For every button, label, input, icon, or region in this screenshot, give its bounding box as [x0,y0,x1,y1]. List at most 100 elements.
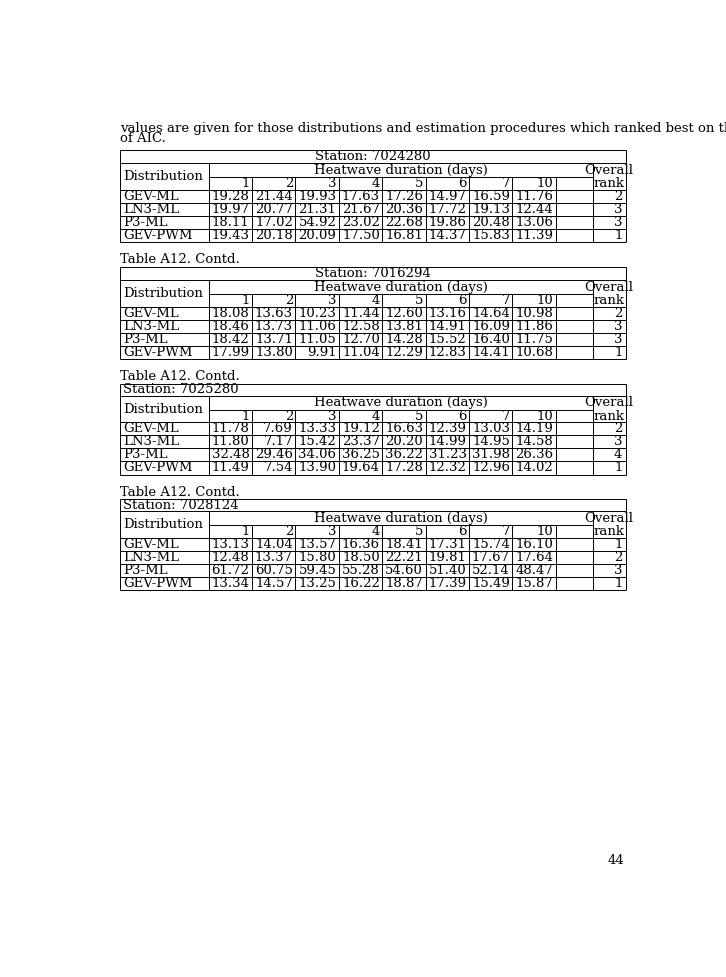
Text: 17.72: 17.72 [428,203,467,216]
Text: GEV-PWM: GEV-PWM [123,346,193,359]
Text: 16.81: 16.81 [386,229,423,242]
Text: 14.28: 14.28 [386,333,423,346]
Text: 3: 3 [614,333,622,346]
Text: 11.86: 11.86 [515,319,553,333]
Text: 19.12: 19.12 [342,422,380,435]
Text: 19.13: 19.13 [472,203,510,216]
Text: 13.16: 13.16 [428,307,467,319]
Text: 13.73: 13.73 [255,319,293,333]
Text: 17.63: 17.63 [342,190,380,202]
Text: 10: 10 [537,177,553,190]
Text: Heatwave duration (days): Heatwave duration (days) [314,281,488,294]
Text: 15.42: 15.42 [298,436,336,448]
Text: 1: 1 [614,537,622,551]
Text: 3: 3 [614,319,622,333]
Text: 17.67: 17.67 [472,551,510,564]
Text: 22.68: 22.68 [386,216,423,229]
Text: 20.77: 20.77 [255,203,293,216]
Text: of AIC.: of AIC. [121,132,166,146]
Text: 11.39: 11.39 [515,229,553,242]
Text: 10: 10 [537,525,553,538]
Text: 17.64: 17.64 [515,551,553,564]
Text: 1: 1 [241,409,250,422]
Text: 12.83: 12.83 [429,346,467,359]
Text: 14.19: 14.19 [515,422,553,435]
Text: P3-ML: P3-ML [123,564,168,576]
Text: 13.33: 13.33 [298,422,336,435]
Text: 14.64: 14.64 [472,307,510,319]
Text: rank: rank [594,177,625,190]
Text: 19.43: 19.43 [211,229,250,242]
Text: 48.47: 48.47 [515,564,553,576]
Text: 1: 1 [614,577,622,590]
Text: Table A12. Contd.: Table A12. Contd. [121,253,240,266]
Text: 14.57: 14.57 [255,577,293,590]
Text: 10: 10 [537,294,553,307]
Text: 7: 7 [502,177,510,190]
Text: 31.98: 31.98 [472,448,510,461]
Text: 13.37: 13.37 [255,551,293,564]
Text: 1: 1 [614,229,622,242]
Text: 61.72: 61.72 [211,564,250,576]
Text: P3-ML: P3-ML [123,216,168,229]
Text: 12.39: 12.39 [428,422,467,435]
Text: Overall: Overall [584,281,634,294]
Text: 13.13: 13.13 [211,537,250,551]
Text: 13.71: 13.71 [255,333,293,346]
Text: 2: 2 [285,409,293,422]
Text: 11.49: 11.49 [212,461,250,475]
Text: 21.67: 21.67 [342,203,380,216]
Text: 14.97: 14.97 [428,190,467,202]
Text: 18.46: 18.46 [212,319,250,333]
Text: 11.78: 11.78 [212,422,250,435]
Text: 14.91: 14.91 [429,319,467,333]
Text: 2: 2 [614,190,622,202]
Text: 16.40: 16.40 [472,333,510,346]
Text: 5: 5 [415,409,423,422]
Text: 14.58: 14.58 [515,436,553,448]
Text: 11.44: 11.44 [342,307,380,319]
Text: 31.23: 31.23 [428,448,467,461]
Text: 16.36: 16.36 [342,537,380,551]
Text: 13.06: 13.06 [515,216,553,229]
Text: 10: 10 [537,409,553,422]
Text: GEV-PWM: GEV-PWM [123,461,193,475]
Text: Station: 7025280: Station: 7025280 [123,383,239,397]
Text: 18.41: 18.41 [386,537,423,551]
Text: 36.25: 36.25 [342,448,380,461]
Text: 2: 2 [285,177,293,190]
Text: GEV-PWM: GEV-PWM [123,229,193,242]
Text: 12.48: 12.48 [212,551,250,564]
Text: 17.50: 17.50 [342,229,380,242]
Text: 5: 5 [415,294,423,307]
Text: 13.81: 13.81 [386,319,423,333]
Text: 19.81: 19.81 [429,551,467,564]
Text: LN3-ML: LN3-ML [123,436,179,448]
Text: GEV-ML: GEV-ML [123,537,179,551]
Text: Table A12. Contd.: Table A12. Contd. [121,370,240,383]
Text: 3: 3 [614,564,622,576]
Text: 13.90: 13.90 [298,461,336,475]
Text: Overall: Overall [584,512,634,525]
Text: 10.98: 10.98 [515,307,553,319]
Text: 12.96: 12.96 [472,461,510,475]
Text: 11.05: 11.05 [298,333,336,346]
Text: 15.80: 15.80 [298,551,336,564]
Text: 1: 1 [241,177,250,190]
Text: 12.70: 12.70 [342,333,380,346]
Text: 19.86: 19.86 [428,216,467,229]
Text: 32.48: 32.48 [212,448,250,461]
Text: 16.63: 16.63 [385,422,423,435]
Text: GEV-ML: GEV-ML [123,307,179,319]
Text: 14.04: 14.04 [256,537,293,551]
Text: GEV-ML: GEV-ML [123,422,179,435]
Text: LN3-ML: LN3-ML [123,551,179,564]
Text: 10.23: 10.23 [298,307,336,319]
Text: 4: 4 [372,525,380,538]
Text: 13.63: 13.63 [255,307,293,319]
Text: 14.37: 14.37 [428,229,467,242]
Text: 59.45: 59.45 [298,564,336,576]
Text: Distribution: Distribution [123,518,203,531]
Text: 6: 6 [458,177,467,190]
Text: 3: 3 [328,177,336,190]
